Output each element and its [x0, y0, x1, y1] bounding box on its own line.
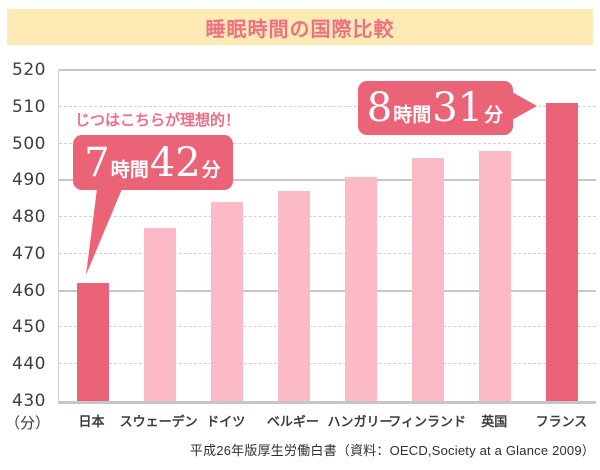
y-tick-490: 490 — [12, 170, 46, 191]
bar-日本 — [76, 283, 109, 401]
france-hours: 8 — [366, 85, 393, 131]
bar-chart-plot-area — [58, 69, 596, 404]
gridline-450 — [59, 326, 596, 328]
france-minutes-unit: 分 — [484, 105, 504, 126]
y-tick-460: 460 — [12, 280, 46, 301]
y-tick-470: 470 — [12, 243, 46, 264]
bar-スウェーデン — [143, 228, 176, 401]
france-value-text: 8 時間 31 分 — [367, 88, 504, 128]
bar-ベルギー — [277, 191, 310, 401]
bar-ハンガリー — [345, 176, 378, 401]
gridline-440 — [59, 363, 596, 365]
y-tick-450: 450 — [12, 317, 46, 338]
gridline-480 — [59, 216, 596, 218]
japan-hours-unit: 時間 — [110, 159, 149, 181]
gridline-470 — [59, 252, 596, 254]
x-label-フィンランド: フィンランド — [388, 414, 467, 429]
y-tick-500: 500 — [12, 133, 46, 154]
japan-callout-tail-icon — [86, 189, 122, 275]
x-label-英国: 英国 — [481, 414, 508, 429]
gridline-510 — [59, 105, 596, 107]
gridline-460 — [59, 289, 596, 292]
gridline-500 — [59, 142, 596, 144]
japan-value-callout: 7 時間 42 分 — [73, 135, 233, 190]
y-tick-510: 510 — [12, 96, 46, 117]
x-label-日本: 日本 — [78, 414, 105, 429]
x-label-ドイツ: ドイツ — [206, 414, 246, 429]
y-tick-480: 480 — [12, 207, 46, 228]
japan-minutes: 42 — [149, 139, 201, 186]
ideal-note-label: じつはこちらが理想的！ — [75, 112, 241, 129]
france-value-callout: 8 時間 31 分 — [358, 81, 513, 135]
japan-minutes-unit: 分 — [201, 159, 221, 181]
japan-hours: 7 — [84, 139, 110, 186]
bar-ドイツ — [210, 202, 243, 401]
france-minutes: 31 — [432, 85, 484, 131]
y-tick-440: 440 — [12, 354, 46, 375]
x-label-フランス: フランス — [535, 414, 588, 429]
france-callout-tail-icon — [512, 92, 537, 120]
chart-title: 睡眠時間の国際比較 — [205, 18, 395, 41]
y-axis-unit-label: （分） — [5, 414, 51, 432]
source-citation: 平成26年版厚生労働白書（資料：OECD,Society at a Glance… — [189, 443, 595, 458]
gridline-520 — [59, 69, 596, 71]
y-tick-520: 520 — [12, 60, 46, 80]
x-label-ベルギー: ベルギー — [266, 414, 319, 429]
france-hours-unit: 時間 — [393, 105, 432, 126]
bar-フランス — [546, 103, 579, 401]
bar-英国 — [479, 150, 512, 401]
japan-value-text: 7 時間 42 分 — [84, 143, 221, 183]
x-label-スウェーデン: スウェーデン — [119, 414, 198, 429]
bar-フィンランド — [412, 158, 445, 401]
gridline-490 — [59, 179, 596, 182]
chart-title-banner: 睡眠時間の国際比較 — [7, 9, 593, 45]
y-tick-430: 430 — [12, 391, 46, 411]
x-label-ハンガリー: ハンガリー — [327, 414, 393, 429]
